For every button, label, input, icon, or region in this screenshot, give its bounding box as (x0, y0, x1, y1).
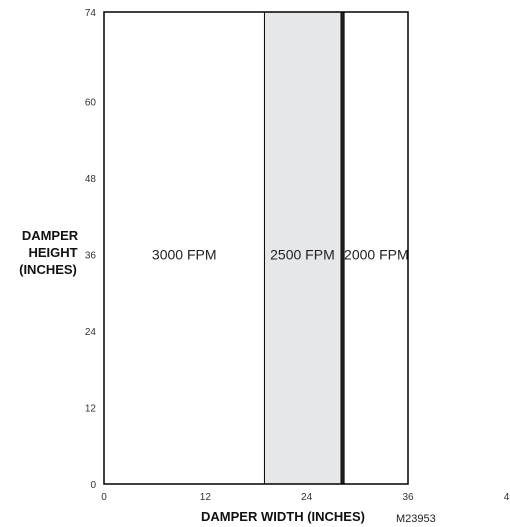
region-label-3000-fpm: 3000 FPM (152, 246, 217, 262)
boundary-bar (340, 12, 345, 484)
x-tick-label: 36 (402, 492, 414, 503)
y-tick-label: 74 (85, 8, 97, 19)
y-tick-label: 36 (85, 250, 97, 261)
y-tick-label: 0 (90, 480, 96, 491)
x-axis-title: DAMPER WIDTH (INCHES) (201, 509, 365, 524)
plot-frame (103, 11, 409, 485)
regions-layer (104, 12, 408, 484)
x-tick-label: 48 (504, 492, 510, 503)
region-2500-fpm (264, 12, 341, 484)
x-tick-label: 24 (301, 492, 313, 503)
region-2000-fpm (344, 12, 408, 484)
x-tick-label: 0 (101, 492, 107, 503)
x-tick-labels: 0 12 24 36 48 (101, 492, 510, 503)
region-3000-fpm (104, 12, 265, 484)
y-tick-label: 48 (85, 174, 97, 185)
y-tick-label: 24 (85, 327, 97, 338)
y-axis-title-line-1: DAMPER (22, 228, 79, 243)
y-tick-labels: 0 12 24 36 48 60 74 (85, 8, 97, 491)
x-tick-label: 12 (200, 492, 212, 503)
y-axis-title-line-3: (INCHES) (19, 262, 77, 277)
y-axis-title-line-2: HEIGHT (28, 245, 77, 260)
region-label-2000-fpm: 2000 FPM (344, 246, 409, 262)
region-labels-layer: 3000 FPM 2500 FPM 2000 FPM (152, 246, 409, 262)
y-tick-label: 60 (85, 97, 97, 108)
y-tick-label: 12 (85, 403, 97, 414)
region-label-2500-fpm: 2500 FPM (270, 246, 335, 262)
figure-id: M23953 (396, 513, 436, 525)
